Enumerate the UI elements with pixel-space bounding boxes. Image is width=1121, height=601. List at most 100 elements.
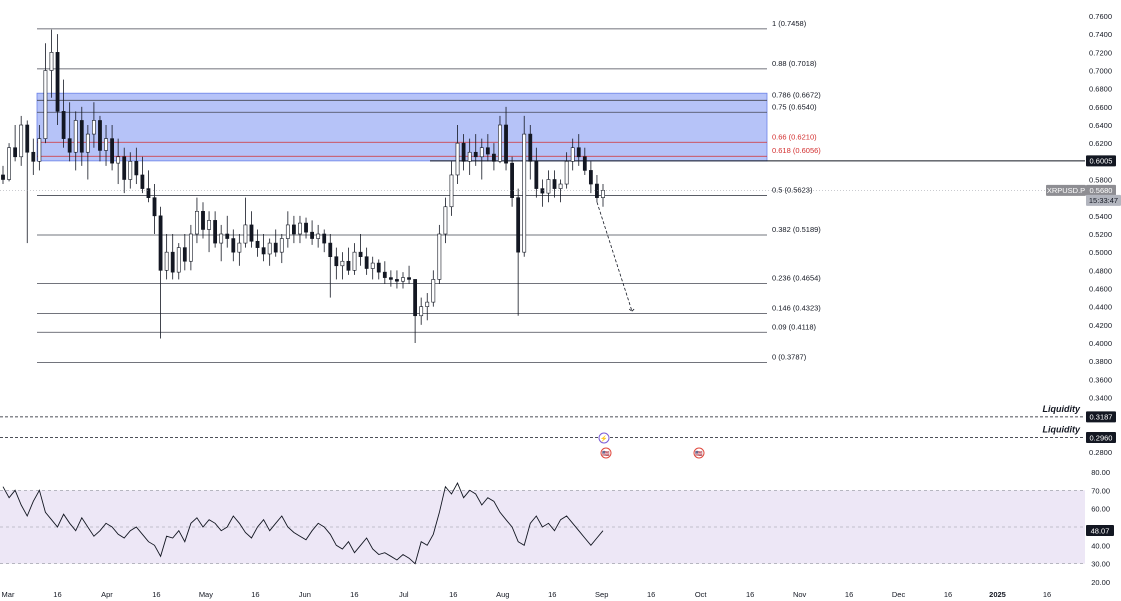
- us-event-icon-2[interactable]: [693, 447, 705, 459]
- fib-label: 0.5 (0.5623): [772, 186, 813, 195]
- last-price-tag: 0.5680: [1090, 186, 1113, 195]
- time-tick-label: Apr: [101, 590, 113, 599]
- candle-body: [104, 138, 108, 151]
- candle-body: [455, 142, 460, 176]
- price-axis[interactable]: 0.7600 0.7400 0.7200 0.7000 0.6800 0.6600 0.64…: [1085, 0, 1121, 470]
- rsi-tick-label: 30.00: [1091, 560, 1110, 569]
- candle-body: [376, 262, 381, 273]
- us-event-icon-1-glyph: 🇺🇸: [602, 450, 610, 458]
- price-tick-label: 0.6400: [1089, 121, 1112, 130]
- rsi-value-tag: 48.07: [1091, 526, 1110, 535]
- candle-body: [407, 277, 411, 280]
- fib-label: 0.75 (0.6540): [772, 102, 817, 111]
- time-tick-label: Oct: [695, 590, 708, 599]
- candle-body: [73, 120, 78, 153]
- countdown-tag-bg: [1086, 194, 1121, 206]
- candle-body: [298, 222, 302, 235]
- candle-body: [473, 151, 478, 158]
- time-tick-label: 16: [746, 590, 754, 599]
- candle-body: [522, 133, 527, 253]
- flash-event-icon-glyph: ⚡: [600, 435, 607, 443]
- candle-body: [267, 242, 272, 255]
- candle-body: [213, 220, 218, 244]
- price-axis-bg: [1085, 0, 1121, 470]
- price-tick-label: 0.3400: [1089, 394, 1112, 403]
- time-tick-label: 16: [845, 590, 853, 599]
- candle-body: [13, 147, 18, 158]
- fib-label: 1 (0.7458): [772, 19, 807, 28]
- price-tick-label: 0.4200: [1089, 321, 1112, 330]
- candle-body: [334, 256, 339, 267]
- candle-body: [55, 52, 60, 112]
- resistance-price-tag: 0.6005: [1090, 157, 1113, 166]
- liquidity-price-tag-bg: [1086, 431, 1116, 443]
- fib-label: 0 (0.3787): [772, 352, 807, 361]
- time-tick-label: Aug: [496, 590, 509, 599]
- candle-body: [328, 242, 333, 258]
- us-event-icon-2-glyph: 🇺🇸: [695, 450, 703, 458]
- candle-body: [364, 256, 369, 269]
- candle-body: [85, 133, 90, 153]
- liquidity-price-tag: 0.2960: [1090, 433, 1113, 442]
- candle-body: [122, 156, 127, 180]
- fib-label: 0.236 (0.4654): [772, 274, 821, 283]
- price-tick-label: 0.7400: [1089, 30, 1112, 39]
- candle-body: [534, 161, 539, 189]
- time-tick-label: 16: [152, 590, 160, 599]
- candle-body: [207, 220, 211, 230]
- candle-body: [388, 277, 393, 280]
- candle-body: [243, 224, 248, 244]
- price-tick-label: 0.4800: [1089, 266, 1112, 275]
- candle-body: [346, 260, 351, 271]
- candle-body: [98, 120, 102, 151]
- time-axis[interactable]: Mar 16 Apr 16 May 16 Jun 16 Jul 16 Aug 16 Sep 16 Oct 16…: [2, 590, 1052, 599]
- candle-body: [195, 210, 199, 235]
- fib-label: 0.09 (0.4118): [772, 322, 817, 331]
- us-event-icon-1[interactable]: [600, 447, 612, 459]
- candle-body: [279, 238, 284, 253]
- symbol-tag: XRPUSD.P: [1047, 186, 1085, 195]
- candle-body: [461, 142, 466, 162]
- price-tick-label: 0.6800: [1089, 85, 1112, 94]
- fib-label: 0.786 (0.6672): [772, 90, 821, 99]
- price-tick-label: 0.7200: [1089, 48, 1112, 57]
- candle-body: [413, 279, 418, 317]
- event-markers[interactable]: ⚡ 🇺🇸 🇺🇸: [598, 432, 705, 459]
- candle-body: [25, 124, 30, 153]
- candle-body: [588, 170, 593, 185]
- time-tick-label: May: [199, 590, 213, 599]
- projection: [596, 202, 636, 313]
- price-tick-label: 0.5000: [1089, 248, 1112, 257]
- price-tick-label: 0.5400: [1089, 212, 1112, 221]
- candle-body: [182, 247, 187, 262]
- price-tick-label: 0.4600: [1089, 285, 1112, 294]
- candle-body: [176, 247, 181, 273]
- flash-event-icon[interactable]: [598, 432, 610, 444]
- candle-body: [310, 231, 314, 239]
- candle-body: [158, 215, 163, 271]
- rsi-pane: [0, 481, 1085, 565]
- candle-body: [510, 162, 514, 198]
- candles: [1, 29, 605, 343]
- candle-body: [570, 147, 575, 162]
- candle-body: [79, 120, 84, 153]
- price-tick-label: 0.3800: [1089, 357, 1112, 366]
- price-tick-label: 0.4400: [1089, 303, 1112, 312]
- time-tick-label: 16: [548, 590, 556, 599]
- price-tick-label: 0.2800: [1089, 448, 1112, 457]
- candle-body: [443, 206, 448, 235]
- candle-body: [249, 224, 254, 242]
- candle-body: [110, 138, 114, 164]
- fib-label: 0.618 (0.6056): [772, 146, 821, 155]
- candle-body: [467, 151, 472, 162]
- time-tick-label: 16: [647, 590, 655, 599]
- candle-body: [316, 233, 321, 239]
- fib-label: 0.66 (0.6210): [772, 132, 817, 141]
- candle-body: [352, 251, 357, 271]
- price-tick-label: 0.6600: [1089, 103, 1112, 112]
- candle-body: [304, 222, 308, 233]
- candle-body: [273, 242, 278, 253]
- candle-body: [146, 188, 151, 198]
